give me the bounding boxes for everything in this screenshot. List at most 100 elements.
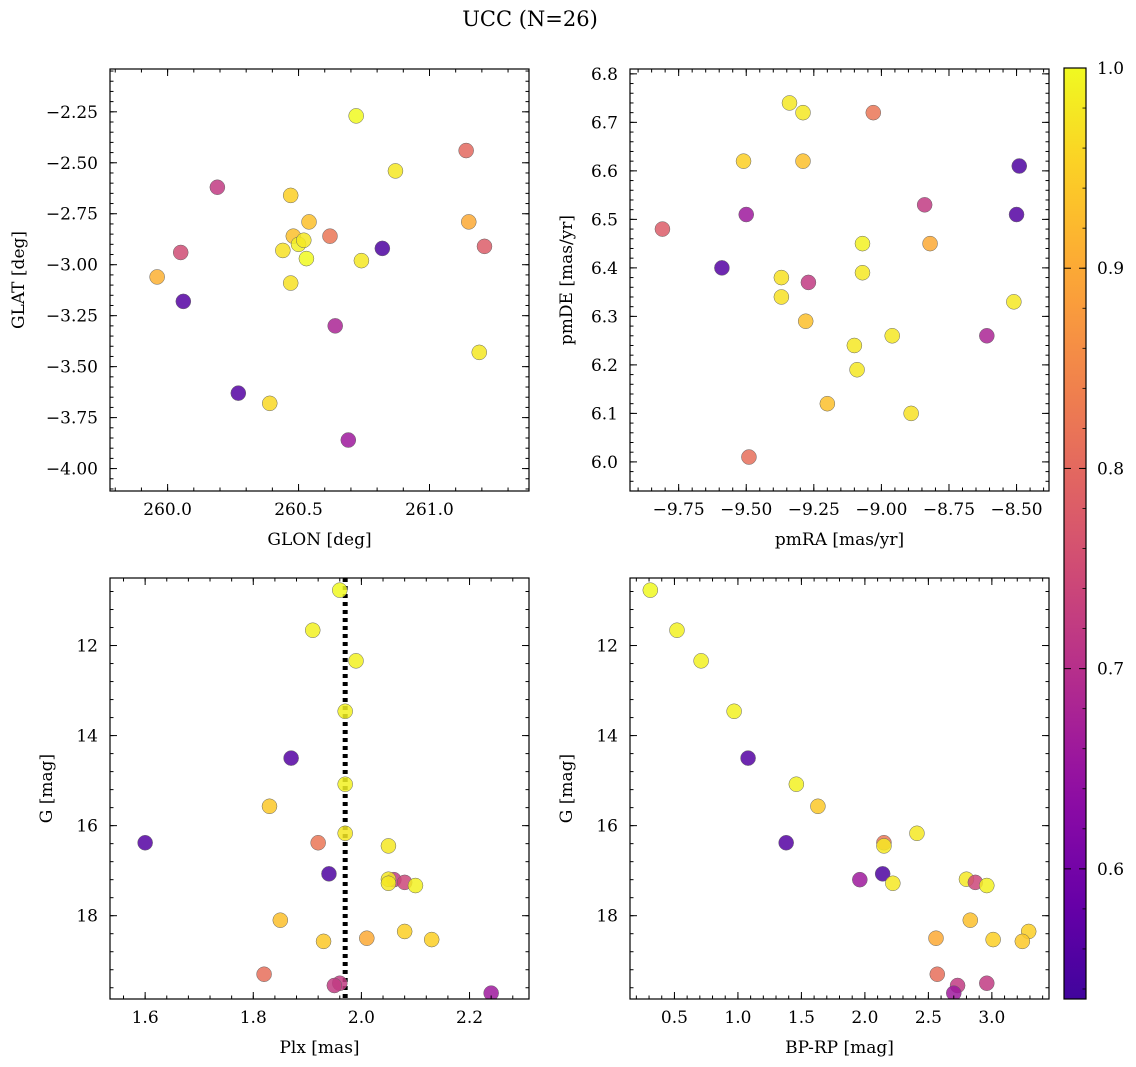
data-point bbox=[275, 242, 291, 259]
data-point bbox=[230, 385, 247, 401]
y-tick-label: 6.5 bbox=[591, 210, 618, 230]
x-tick-label: 1.8 bbox=[240, 1008, 267, 1028]
data-point bbox=[283, 750, 299, 766]
y-tick-label: 6.7 bbox=[591, 113, 618, 133]
data-point bbox=[797, 313, 814, 329]
data-point bbox=[380, 875, 397, 892]
data-point bbox=[1014, 933, 1031, 950]
data-point bbox=[854, 235, 871, 252]
y-tick-label: 14 bbox=[596, 727, 618, 747]
data-point bbox=[884, 328, 900, 344]
data-point bbox=[483, 985, 499, 999]
data-point bbox=[282, 187, 299, 204]
data-point bbox=[654, 221, 671, 237]
colorbar-tick-label: 0.9 bbox=[1097, 259, 1124, 279]
x-tick-label: 2.2 bbox=[456, 1008, 483, 1028]
data-point bbox=[740, 750, 756, 766]
data-point bbox=[874, 866, 891, 882]
data-point bbox=[778, 835, 794, 851]
figure-title: UCC (N=26) bbox=[462, 7, 598, 31]
x-axis-label: BP-RP [mag] bbox=[785, 1038, 894, 1058]
data-point bbox=[876, 838, 892, 854]
data-layer bbox=[642, 582, 1037, 999]
data-point bbox=[321, 866, 337, 882]
data-point bbox=[298, 250, 315, 267]
x-tick-label: −9.00 bbox=[855, 500, 907, 520]
data-point bbox=[209, 179, 226, 195]
data-point bbox=[261, 798, 278, 815]
x-axis-label: GLON [deg] bbox=[267, 530, 371, 550]
y-axis-label: G [mag] bbox=[557, 754, 577, 823]
data-point bbox=[735, 153, 752, 169]
x-tick-label: 261.0 bbox=[405, 500, 454, 520]
data-point bbox=[471, 344, 487, 361]
data-point bbox=[781, 95, 798, 111]
data-point bbox=[929, 966, 946, 982]
ticks bbox=[630, 578, 1049, 999]
panel-bprp-g: 0.5 1.0 1.5 2.0 2.5 3.0 12 14 16 18 BP-RP [mag] G [… bbox=[557, 577, 1050, 1058]
data-point bbox=[885, 875, 901, 892]
y-tick-label: 6.3 bbox=[591, 307, 618, 327]
data-point bbox=[852, 871, 868, 888]
y-tick-label: 6.8 bbox=[591, 65, 618, 85]
data-point bbox=[800, 274, 817, 291]
data-point bbox=[849, 361, 865, 378]
x-axis-label: Plx [mas] bbox=[279, 1038, 359, 1058]
y-tick-label: −2.25 bbox=[46, 103, 98, 123]
data-point bbox=[327, 318, 343, 334]
axes-frame bbox=[629, 68, 1050, 492]
data-point bbox=[261, 395, 278, 412]
data-point bbox=[315, 933, 332, 950]
data-point bbox=[337, 703, 353, 720]
y-tick-label: −4.00 bbox=[46, 460, 98, 480]
data-point bbox=[326, 977, 343, 994]
data-point bbox=[359, 930, 375, 946]
panel-plx-g: 1.6 1.8 2.0 2.2 12 14 16 18 Plx [mas] G [mag] bbox=[37, 577, 530, 1058]
data-point bbox=[916, 197, 933, 213]
y-tick-label: 12 bbox=[596, 637, 618, 657]
y-tick-label: 6.6 bbox=[591, 162, 618, 182]
data-point bbox=[909, 825, 925, 842]
y-tick-label: 12 bbox=[76, 637, 98, 657]
data-point bbox=[310, 835, 326, 851]
data-point bbox=[374, 240, 391, 257]
y-tick-label: −2.75 bbox=[46, 205, 98, 225]
data-point bbox=[903, 405, 919, 422]
x-tick-label: 260.5 bbox=[274, 500, 323, 520]
data-point bbox=[819, 395, 836, 412]
x-axis-label: pmRA [mas/yr] bbox=[775, 530, 904, 550]
data-point bbox=[322, 228, 338, 244]
y-tick-label: 14 bbox=[76, 727, 98, 747]
data-point bbox=[461, 214, 477, 230]
colorbar-tick-label: 1.0 bbox=[1097, 59, 1124, 79]
data-point bbox=[296, 232, 312, 248]
data-point bbox=[332, 582, 348, 598]
x-tick-label: −9.25 bbox=[788, 500, 840, 520]
x-tick-label: 1.5 bbox=[788, 1008, 815, 1028]
y-tick-label: 16 bbox=[596, 817, 618, 837]
x-tick-label: −9.50 bbox=[720, 500, 772, 520]
data-point bbox=[1011, 158, 1028, 174]
panel-pmra-pmde: −9.75 −9.50 −9.25 −9.00 −8.75 −8.50 6.0 6.1 6.2 6… bbox=[557, 65, 1050, 550]
data-point bbox=[137, 835, 153, 851]
data-point bbox=[256, 966, 272, 982]
x-tick-label: 1.0 bbox=[724, 1008, 751, 1028]
data-point bbox=[726, 703, 742, 720]
data-point bbox=[407, 877, 424, 894]
data-point bbox=[854, 264, 871, 281]
data-layer bbox=[149, 108, 493, 448]
colorbar-gradient bbox=[1063, 67, 1087, 1000]
data-point bbox=[795, 153, 811, 169]
data-point bbox=[985, 931, 1001, 948]
data-point bbox=[738, 206, 754, 223]
data-point bbox=[946, 985, 962, 999]
ticks bbox=[110, 69, 529, 491]
x-tick-label: −8.50 bbox=[991, 500, 1043, 520]
data-point bbox=[340, 432, 357, 448]
data-point bbox=[348, 108, 364, 124]
data-point bbox=[922, 235, 938, 252]
data-point bbox=[714, 260, 730, 276]
data-point bbox=[642, 582, 659, 598]
x-tick-label: 0.5 bbox=[661, 1008, 688, 1028]
